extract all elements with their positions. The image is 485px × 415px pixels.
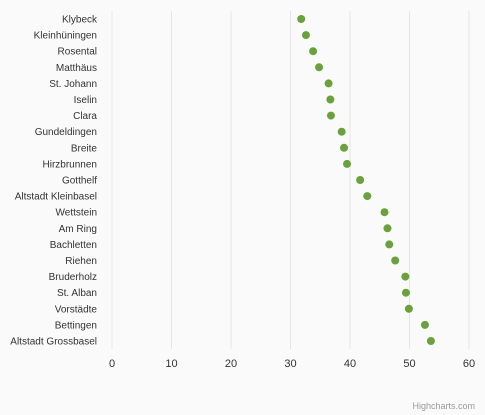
category-label: Bruderholz: [49, 272, 97, 283]
category-label: Iselin: [74, 95, 97, 106]
category-label: Kleinhüningen: [34, 31, 97, 42]
category-labels: Klybeck Kleinhüningen Rosental Matthäus St. …: [10, 15, 98, 348]
data-point[interactable]: [340, 143, 349, 152]
x-tick-label: 10: [165, 358, 177, 370]
category-label: Am Ring: [59, 224, 97, 235]
category-label: Clara: [73, 111, 97, 122]
data-point[interactable]: [297, 15, 306, 23]
data-point[interactable]: [401, 288, 410, 297]
data-point[interactable]: [315, 63, 324, 72]
data-point[interactable]: [404, 304, 413, 313]
category-label: Vorstädte: [55, 304, 98, 315]
x-tick-label: 0: [109, 358, 115, 370]
data-point[interactable]: [380, 208, 389, 217]
category-label: Gundeldingen: [35, 127, 97, 138]
data-point[interactable]: [420, 320, 429, 329]
data-points: [297, 15, 435, 345]
category-label: Wettstein: [56, 208, 98, 219]
category-label: Gotthelf: [62, 176, 97, 187]
category-label: Matthäus: [56, 63, 97, 74]
data-point[interactable]: [426, 337, 435, 345]
data-point[interactable]: [363, 192, 372, 201]
data-point[interactable]: [401, 272, 410, 281]
category-label: St. Johann: [49, 79, 97, 90]
category-label: Altstadt Grossbasel: [10, 337, 97, 348]
data-point[interactable]: [356, 176, 365, 184]
category-label: Breite: [71, 143, 98, 154]
category-label: Altstadt Kleinbasel: [15, 192, 97, 203]
x-tick-label: 20: [225, 358, 237, 370]
x-tick-label: 30: [284, 358, 296, 370]
grid-lines: [111, 11, 470, 349]
data-point[interactable]: [343, 159, 352, 168]
data-point[interactable]: [385, 240, 394, 249]
category-label: St. Alban: [57, 288, 97, 299]
data-point[interactable]: [383, 224, 392, 233]
data-point[interactable]: [324, 79, 333, 88]
category-label: Bettingen: [55, 320, 97, 331]
x-tick-label: 40: [344, 358, 356, 370]
data-point[interactable]: [326, 95, 335, 104]
data-point[interactable]: [326, 111, 335, 120]
data-point[interactable]: [309, 47, 318, 56]
data-point[interactable]: [301, 31, 310, 40]
category-label: Klybeck: [62, 15, 98, 26]
credits-link[interactable]: Highcharts.com: [412, 401, 475, 411]
category-label: Hirzbrunnen: [43, 159, 97, 170]
x-tick-label: 60: [463, 358, 475, 370]
data-point[interactable]: [391, 256, 400, 265]
x-tick-label: 50: [403, 358, 415, 370]
category-label: Bachletten: [50, 240, 97, 251]
category-label: Riehen: [65, 256, 97, 267]
x-axis-tick-labels: 0 10 20 30 40 50 60: [109, 358, 475, 370]
data-point[interactable]: [337, 127, 346, 136]
category-label: Rosental: [58, 47, 97, 58]
